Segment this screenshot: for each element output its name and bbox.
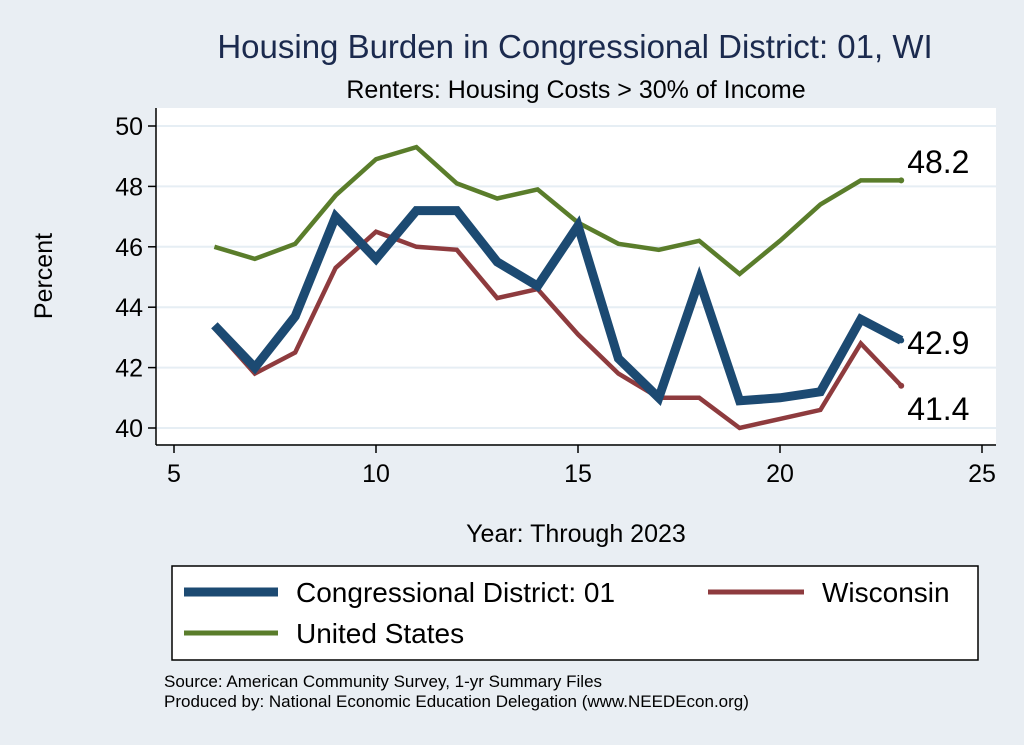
source-note: Source: American Community Survey, 1-yr …	[164, 672, 602, 691]
x-tick-label: 20	[766, 460, 794, 488]
series-line-district	[211, 206, 904, 406]
end-label-wisconsin: 41.4	[907, 391, 969, 427]
legend-box	[171, 565, 979, 661]
y-tick-label: 46	[115, 234, 143, 262]
y-tick-label: 50	[115, 113, 143, 141]
x-axis-label: Year: Through 2023	[466, 520, 686, 548]
chart-subtitle: Renters: Housing Costs > 30% of Income	[346, 76, 805, 104]
legend-label-united-states: United States	[296, 618, 464, 649]
y-tick-label: 48	[115, 173, 143, 201]
x-tick-label: 25	[968, 460, 996, 488]
end-label-district: 42.9	[907, 325, 969, 361]
plot-area	[156, 108, 996, 444]
chart-title: Housing Burden in Congressional District…	[217, 28, 932, 65]
end-point-marker	[898, 337, 905, 344]
end-labels: 42.9 41.4 48.2	[898, 144, 969, 427]
y-tick-label: 42	[115, 355, 143, 383]
x-tick-label: 5	[167, 460, 181, 488]
legend-label-wisconsin: Wisconsin	[822, 577, 950, 608]
produced-by-note: Produced by: National Economic Education…	[164, 692, 749, 711]
y-axis-label: Percent	[30, 233, 58, 319]
series-lines	[211, 144, 904, 431]
x-tick-label: 10	[362, 460, 390, 488]
end-point-marker	[898, 382, 905, 389]
series-line-wisconsin	[212, 229, 903, 431]
x-tick-label: 15	[564, 460, 592, 488]
end-point-marker	[898, 177, 905, 184]
end-label-united-states: 48.2	[907, 144, 969, 180]
legend: Congressional District: 01 Wisconsin Uni…	[171, 565, 979, 661]
axis-ticks: 40 42 44 46 48 50 5 10 15 20 25	[115, 113, 996, 488]
legend-label-district: Congressional District: 01	[296, 577, 615, 608]
series-line-united-states	[213, 144, 902, 277]
y-tick-label: 44	[115, 294, 143, 322]
y-tick-label: 40	[115, 415, 143, 443]
